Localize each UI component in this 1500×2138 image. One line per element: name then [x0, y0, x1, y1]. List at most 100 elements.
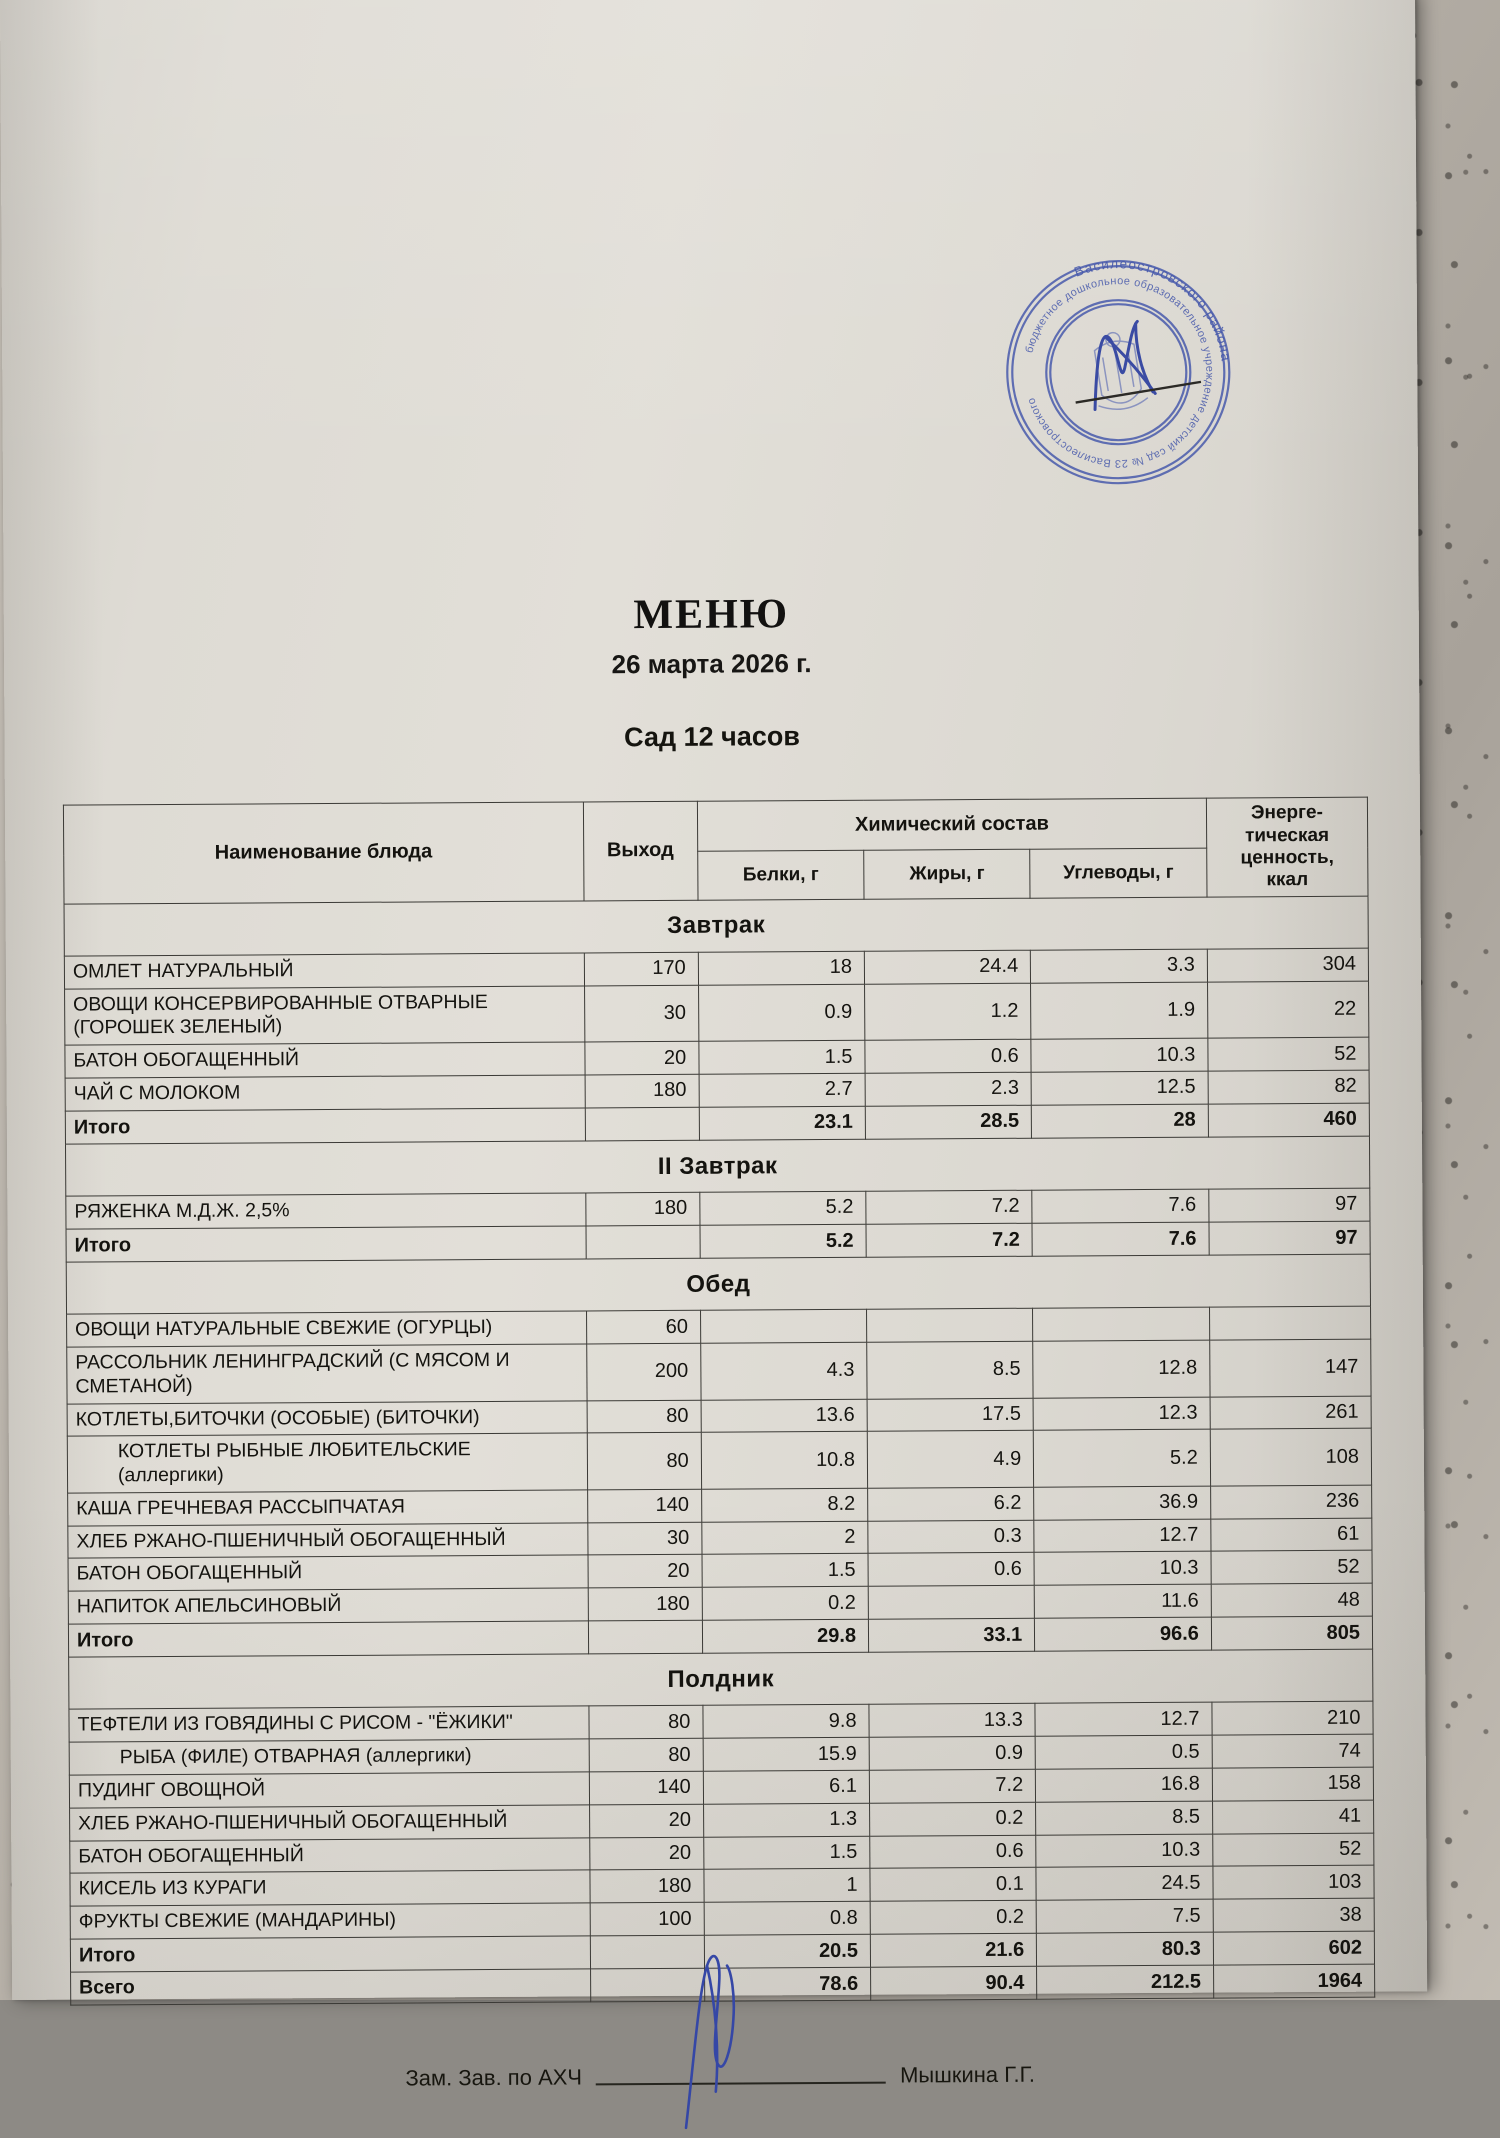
meal-section-label: Завтрак: [64, 895, 1369, 956]
dish-kcal-cell: 97: [1208, 1188, 1370, 1222]
dish-fat-cell: 0.6: [864, 1039, 1032, 1074]
dish-protein-cell: 15.9: [702, 1737, 870, 1772]
footer-block: Зам. Зав. по АХЧ Мышкина Г.Г.: [49, 1954, 1392, 2130]
dish-protein-cell: 5.2: [699, 1191, 867, 1226]
approval-title: СОГЛАСОВАНО: [0, 22, 76, 51]
dish-carbs-cell: 12.7: [1034, 1518, 1211, 1553]
dish-carbs-cell: [1032, 1307, 1210, 1342]
dish-protein-cell: 0.8: [703, 1901, 871, 1936]
dish-fat-cell: [868, 1585, 1035, 1620]
meal-section-header: II Завтрак: [65, 1136, 1370, 1197]
dish-protein-cell: 1: [703, 1868, 871, 1903]
energy-line-4: ккал: [1266, 869, 1309, 891]
dish-output-cell: 180: [587, 1587, 703, 1621]
dish-name-cell: КИСЕЛЬ ИЗ КУРАГИ: [69, 1870, 590, 1907]
dish-protein-cell: 2.7: [698, 1073, 866, 1107]
dish-fat-cell: 0.1: [869, 1867, 1037, 1902]
dish-output-cell: 180: [584, 1074, 700, 1108]
dish-kcal-cell: 52: [1212, 1832, 1374, 1867]
section-total-carbs: 7.6: [1032, 1221, 1210, 1257]
table-body: Завтрак ОМЛЕТ НАТУРАЛЬНЫЙ 170 18 24.4 3.3 304 О…: [64, 895, 1375, 2006]
dish-name-cell: КОТЛЕТЫ,БИТОЧКИ (ОСОБЫЕ) (БИТОЧКИ): [67, 1400, 587, 1437]
dish-name-indented: РЫБА (ФИЛЕ) ОТВАРНАЯ (аллергики): [119, 1744, 472, 1769]
dish-output-cell: 80: [588, 1738, 704, 1772]
energy-line-2: тическая: [1244, 824, 1330, 846]
dish-name-cell: БАТОН ОБОГАЩЕННЫЙ: [69, 1837, 590, 1874]
section-total-fat: 33.1: [868, 1618, 1035, 1653]
dish-output-cell: 200: [586, 1343, 701, 1401]
dish-protein-cell: 0.2: [702, 1586, 869, 1621]
menu-document-page: СОГЛАСОВАНО Заведующий ГБДОУ №023 /Данил…: [0, 0, 1427, 2000]
section-total-kcal: 460: [1208, 1102, 1370, 1138]
table-row: РАССОЛЬНИК ЛЕНИНГРАДСКИЙ (С МЯСОМ И СМЕТ…: [66, 1339, 1372, 1404]
dish-fat-cell: 17.5: [867, 1397, 1034, 1432]
dish-output-cell: 140: [587, 1489, 702, 1523]
dish-name-cell: РЫБА (ФИЛЕ) ОТВАРНАЯ (аллергики): [69, 1739, 589, 1776]
grand-total-carbs: 212.5: [1036, 1965, 1214, 2000]
dish-name-cell: РАССОЛЬНИК ЛЕНИНГРАДСКИЙ (С МЯСОМ И СМЕТ…: [66, 1343, 587, 1404]
dish-fat-cell: [866, 1308, 1033, 1343]
dish-output-cell: 20: [584, 1041, 699, 1075]
table-row: ОВОЩИ КОНСЕРВИРОВАННЫЕ ОТВАРНЫЕ (ГОРОШЕК…: [64, 980, 1369, 1046]
section-total-output: [585, 1225, 700, 1260]
dish-fat-cell: 0.9: [869, 1736, 1036, 1771]
dish-name-cell: ХЛЕБ РЖАНО-ПШЕНИЧНЫЙ ОБОГАЩЕННЫЙ: [67, 1522, 588, 1559]
dish-kcal-cell: 147: [1209, 1339, 1372, 1397]
dish-fat-cell: 0.2: [870, 1900, 1037, 1935]
dish-kcal-cell: [1209, 1306, 1371, 1341]
dish-output-cell: 80: [586, 1432, 702, 1490]
dish-carbs-cell: 0.5: [1035, 1735, 1213, 1770]
dish-carbs-cell: 12.8: [1032, 1340, 1210, 1398]
dish-protein-cell: 1.5: [698, 1040, 866, 1075]
dish-name-indented: КОТЛЕТЫ РЫБНЫЕ ЛЮБИТЕЛЬСКИЕ (аллергики): [117, 1438, 471, 1487]
dish-carbs-cell: 5.2: [1033, 1429, 1211, 1488]
dish-output-cell: 30: [587, 1521, 702, 1556]
table-row: КОТЛЕТЫ РЫБНЫЕ ЛЮБИТЕЛЬСКИЕ (аллергики) 8…: [67, 1428, 1372, 1494]
dish-kcal-cell: 82: [1207, 1070, 1370, 1104]
dish-kcal-cell: 103: [1212, 1865, 1375, 1900]
section-total-output: [587, 1620, 703, 1655]
section-total-carbs: 96.6: [1034, 1617, 1212, 1652]
dish-protein-cell: 18: [698, 951, 865, 985]
dish-protein-cell: 8.2: [701, 1488, 868, 1522]
signature-line: [596, 2081, 887, 2086]
section-total-fat: 21.6: [870, 1933, 1037, 1968]
section-total-carbs: 28: [1031, 1103, 1209, 1139]
section-total-label: Итого: [70, 1935, 591, 1973]
meal-section-label: II Завтрак: [65, 1136, 1370, 1197]
dish-output-cell: 180: [585, 1192, 700, 1226]
dish-name-cell: ФРУКТЫ СВЕЖИЕ (МАНДАРИНЫ): [70, 1903, 590, 1940]
document-heading: МЕНЮ 26 марта 2026 г. Сад 12 часов: [39, 429, 1384, 757]
dish-output-cell: 20: [589, 1804, 704, 1838]
dish-fat-cell: 7.2: [869, 1769, 1036, 1804]
dish-fat-cell: 1.2: [864, 982, 1032, 1041]
dish-protein-cell: [700, 1309, 867, 1344]
svg-text:Василеостровского района: Василеостровского района: [1072, 239, 1234, 384]
dish-protein-cell: 1.3: [703, 1803, 870, 1837]
dish-protein-cell: 10.8: [701, 1431, 868, 1490]
approval-institution: ГБДОУ №023: [0, 142, 77, 175]
dish-fat-cell: 0.6: [869, 1834, 1037, 1869]
dish-fat-cell: 13.3: [868, 1703, 1036, 1738]
section-total-fat: 28.5: [865, 1104, 1032, 1140]
grand-total-kcal: 1964: [1213, 1964, 1375, 1999]
dish-kcal-cell: 236: [1210, 1485, 1372, 1519]
section-total-protein: 29.8: [702, 1619, 869, 1654]
section-total-fat: 7.2: [866, 1223, 1033, 1258]
meal-section-header: Завтрак: [64, 895, 1369, 956]
dish-carbs-cell: 24.5: [1036, 1866, 1214, 1901]
dish-fat-cell: 6.2: [867, 1487, 1035, 1521]
dish-name-cell: ХЛЕБ РЖАНО-ПШЕНИЧНЫЙ ОБОГАЩЕННЫЙ: [69, 1804, 590, 1841]
dish-output-cell: 100: [589, 1902, 705, 1936]
meal-section-header: Полдник: [68, 1649, 1373, 1710]
dish-carbs-cell: 36.9: [1033, 1486, 1211, 1520]
dish-fat-cell: 0.3: [867, 1519, 1035, 1554]
dish-kcal-cell: 158: [1212, 1767, 1374, 1801]
dish-name-cell: РЯЖЕНКА М.Д.Ж. 2,5%: [65, 1193, 586, 1229]
meal-section-label: Полдник: [68, 1649, 1373, 1710]
dish-output-cell: 30: [584, 984, 699, 1043]
dish-name-cell: ОВОЩИ КОНСЕРВИРОВАННЫЕ ОТВАРНЫЕ (ГОРОШЕК…: [64, 985, 585, 1046]
energy-line-3: ценность,: [1240, 846, 1334, 869]
grand-total-protein: 78.6: [704, 1967, 871, 2002]
menu-table: Наименование блюда Выход Химический сост…: [62, 796, 1376, 2006]
